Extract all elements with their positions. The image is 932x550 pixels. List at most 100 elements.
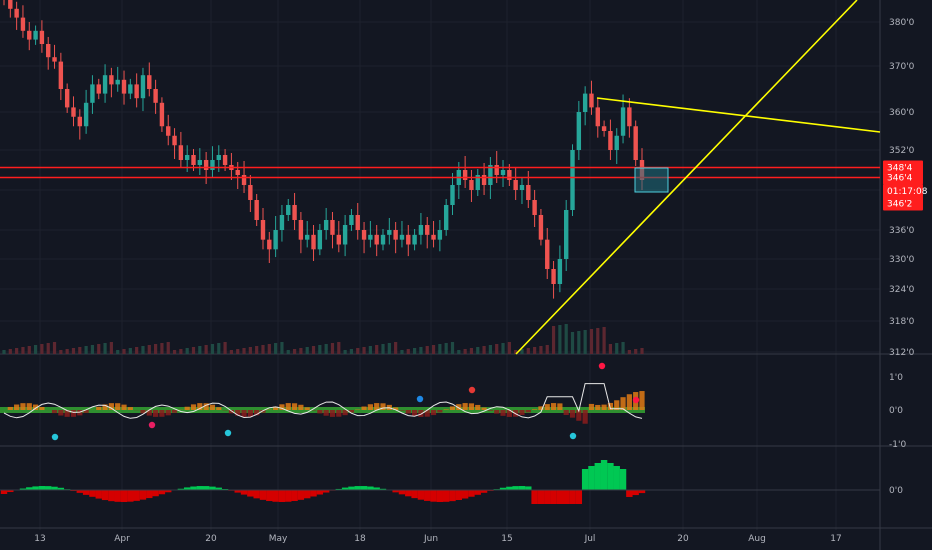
candle-body — [595, 107, 600, 127]
candle-body — [305, 234, 310, 240]
time-axis-label: Apr — [114, 534, 130, 544]
oscillator-bar — [26, 403, 32, 410]
volume-bar — [406, 349, 410, 354]
oscillator-signal-dot — [51, 433, 59, 441]
volume-bar — [330, 343, 335, 354]
histogram-bar — [120, 490, 128, 502]
histogram-bar — [240, 490, 248, 495]
oscillator-bar — [525, 410, 531, 413]
histogram-bar — [506, 486, 513, 490]
volume-bar — [362, 347, 366, 354]
candle-body — [46, 44, 51, 58]
volume-bar — [589, 329, 594, 354]
volume-bar — [52, 342, 57, 354]
oscillator-bar — [430, 410, 437, 416]
histogram-bar — [297, 490, 305, 500]
volume-bar — [154, 344, 158, 354]
volume-bar — [627, 350, 631, 354]
volume-bar — [318, 345, 322, 354]
oscillator-bar — [285, 403, 291, 410]
oscillator-bar — [569, 410, 576, 418]
oscillator-bar — [14, 404, 20, 410]
candle-body — [235, 170, 240, 175]
histogram-bar — [101, 490, 109, 501]
volume-bar — [229, 350, 234, 354]
histogram-bar — [569, 490, 576, 504]
histogram-bar — [430, 490, 437, 502]
oscillator-signal-dot — [148, 421, 156, 429]
histogram-bar — [266, 490, 273, 502]
histogram-bar — [455, 490, 463, 501]
oscillator-bar — [411, 410, 418, 416]
oscillator-baseline-band — [0, 407, 645, 413]
oscillator-bar — [468, 403, 475, 410]
candle-body — [589, 93, 594, 108]
oscillator-bar — [273, 406, 279, 410]
volume-bar — [78, 347, 82, 354]
candle-body — [406, 234, 411, 245]
candle-body — [128, 84, 133, 94]
oscillator-bar — [20, 403, 26, 410]
oscillator-bar — [626, 394, 632, 410]
candle-body — [153, 89, 158, 103]
histogram-bar — [398, 490, 406, 495]
candle-body — [443, 205, 449, 230]
candle-body — [20, 17, 26, 31]
oscillator-bar — [336, 410, 342, 417]
histogram-bar — [518, 486, 526, 490]
candle-body — [431, 234, 436, 240]
volume-bar — [488, 345, 492, 354]
histogram-bar — [114, 490, 121, 502]
candle-body — [248, 185, 253, 200]
histogram-bar — [310, 490, 317, 497]
histogram-bar — [89, 490, 96, 497]
volume-bar — [368, 346, 372, 354]
oscillator-bar — [494, 410, 500, 414]
candle-body — [27, 30, 32, 40]
volume-bar — [457, 350, 461, 354]
candle-body — [8, 0, 13, 9]
histogram-bar — [480, 490, 488, 493]
candle-body — [273, 230, 278, 250]
histogram-bar — [373, 487, 380, 490]
volume-bar — [97, 344, 101, 354]
volume-bar — [412, 348, 417, 354]
candle-body — [317, 230, 323, 250]
histogram-bar — [76, 490, 84, 493]
histogram-bar — [259, 490, 267, 500]
volume-bar — [292, 349, 297, 354]
histogram-bar — [19, 488, 27, 490]
histogram-bar — [544, 490, 551, 504]
oscillator-bar — [544, 404, 550, 410]
candle-body — [241, 175, 247, 185]
histogram-bar — [183, 487, 191, 490]
histogram-bar — [291, 490, 298, 502]
histogram-bar — [165, 490, 172, 493]
oscillator-bar — [443, 409, 449, 410]
volume-bar — [311, 346, 316, 354]
volume-bar — [608, 344, 613, 354]
candle-body — [633, 126, 638, 160]
candle-body — [109, 75, 114, 85]
histogram-bar — [304, 490, 311, 499]
histogram-bar — [82, 490, 90, 495]
histogram-bar — [461, 490, 469, 499]
ascending-trendline — [515, 0, 858, 355]
histogram-bar — [626, 490, 633, 497]
candle-body — [115, 79, 120, 85]
volume-bar — [147, 345, 151, 354]
oscillator-bar — [7, 406, 13, 410]
volume-bar — [337, 342, 341, 354]
volume-bar — [387, 343, 391, 354]
candle-body — [355, 215, 360, 230]
volume-bar — [210, 344, 215, 354]
volume-bar — [621, 342, 625, 354]
candle-body — [39, 30, 45, 44]
candle-body — [52, 57, 57, 62]
oscillator-signal-dot — [468, 386, 476, 394]
price-tag-box — [883, 196, 923, 211]
histogram-bar — [360, 486, 368, 490]
oscillator-bar — [424, 410, 430, 417]
price-tag-label: 01:17:08 — [887, 187, 928, 197]
